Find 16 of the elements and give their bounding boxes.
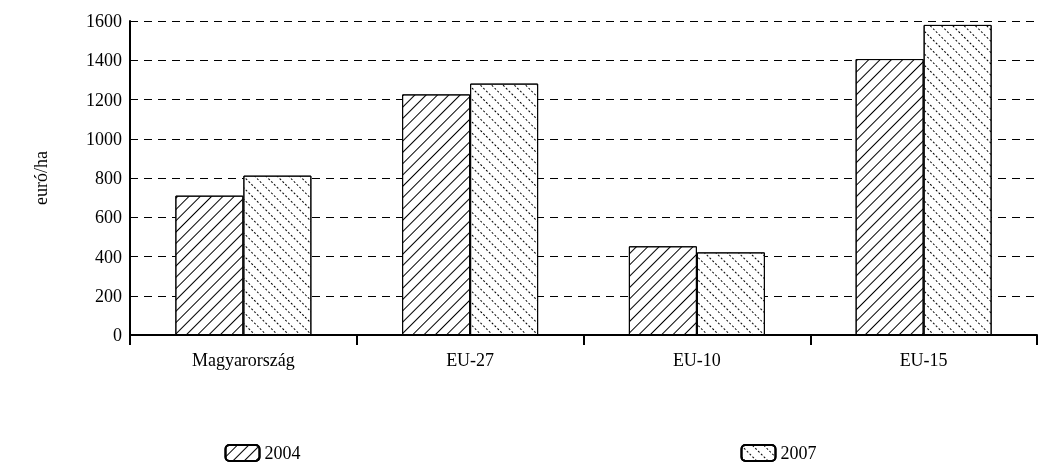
- y-tick-label: 800: [95, 168, 122, 188]
- x-tick-label: Magyarország: [191, 350, 295, 370]
- legend-label: 2007: [780, 443, 817, 463]
- y-tick-label: 1200: [86, 89, 122, 110]
- x-tick-label: EU-10: [672, 350, 721, 370]
- y-tick-label: 600: [95, 207, 122, 228]
- y-tick-label: 1000: [86, 128, 122, 149]
- y-tick-label: 1400: [86, 50, 122, 71]
- y-tick-label: 200: [95, 285, 122, 306]
- legend-label: 2004: [264, 443, 301, 463]
- y-axis-title: euró/ha: [31, 151, 51, 205]
- y-tick-label: 400: [95, 246, 122, 267]
- y-tick-label: 1600: [86, 11, 122, 31]
- x-tick-label: EU-15: [899, 350, 948, 370]
- x-tick-label: EU-27: [446, 350, 495, 370]
- y-tick-label: 0: [113, 325, 122, 345]
